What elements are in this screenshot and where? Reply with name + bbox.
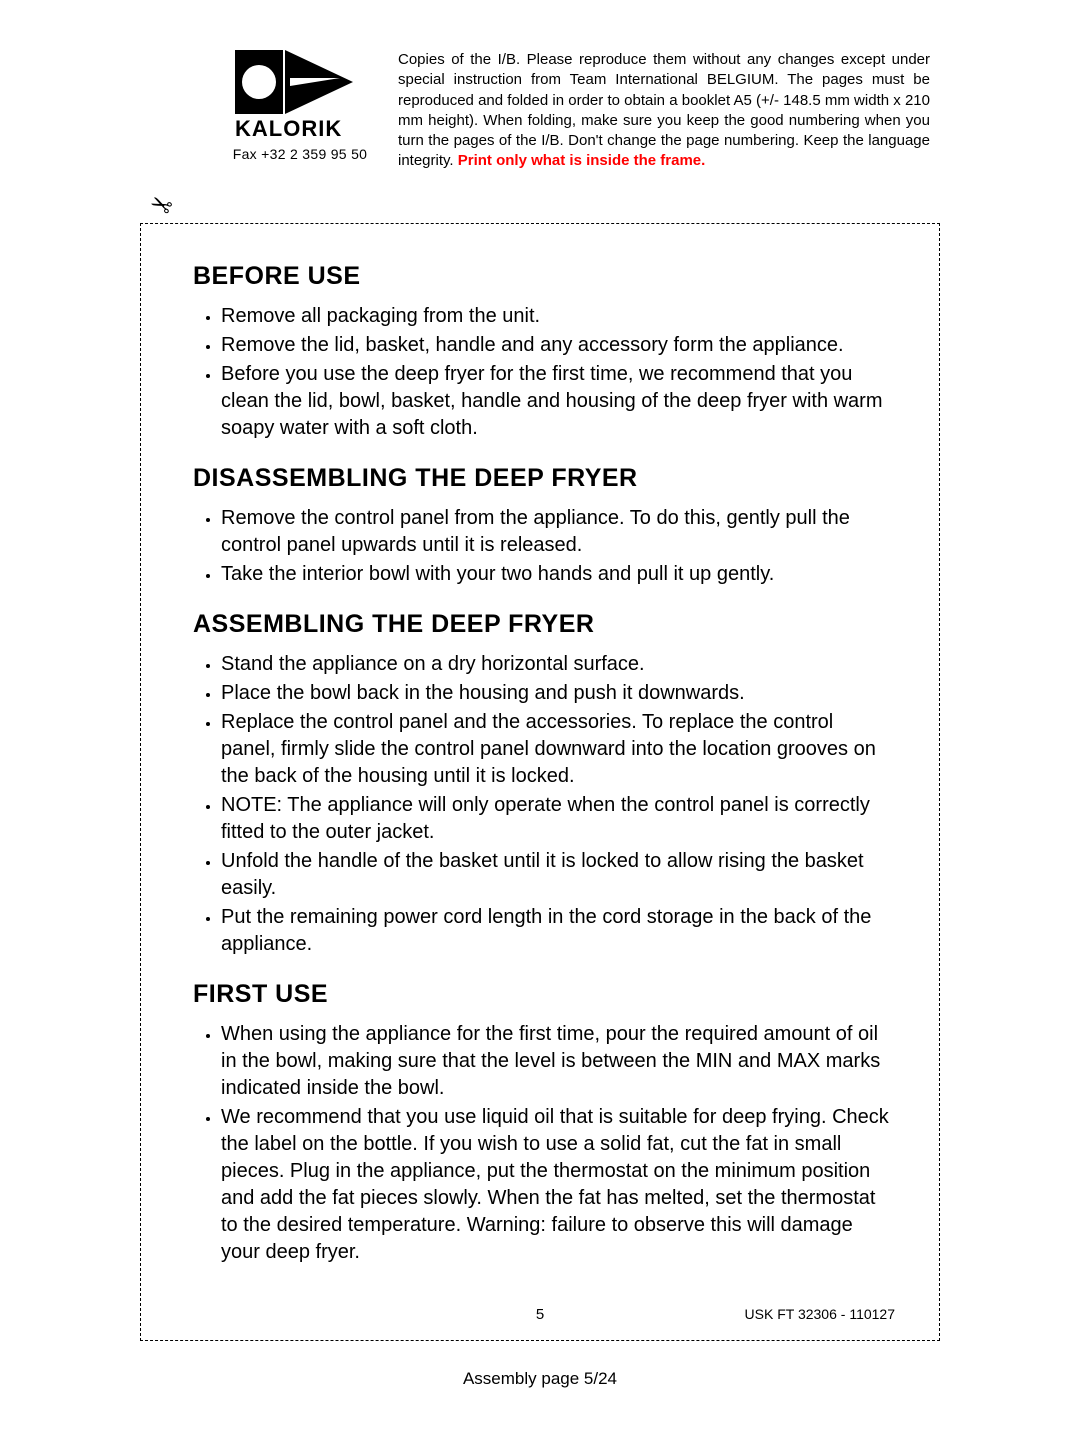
sections-container: BEFORE USE Remove all packaging from the … [193, 262, 903, 1266]
header-instructions-red: Print only what is inside the frame. [458, 152, 706, 169]
list-item: Unfold the handle of the basket until it… [221, 848, 903, 902]
fax-text: Fax +32 2 359 95 50 [220, 146, 380, 162]
document-page: KALORIK Fax +32 2 359 95 50 Copies of th… [0, 0, 1080, 1429]
list-item: When using the appliance for the first t… [221, 1021, 903, 1102]
list-item: Remove the lid, basket, handle and any a… [221, 332, 903, 359]
assembly-page-label: Assembly page 5/24 [120, 1369, 960, 1389]
page-header: KALORIK Fax +32 2 359 95 50 Copies of th… [220, 50, 930, 172]
section-list: Stand the appliance on a dry horizontal … [193, 651, 903, 958]
list-item: Before you use the deep fryer for the fi… [221, 361, 903, 442]
list-item: Take the interior bowl with your two han… [221, 561, 903, 588]
header-instructions: Copies of the I/B. Please reproduce them… [398, 50, 930, 172]
list-item: We recommend that you use liquid oil tha… [221, 1104, 903, 1266]
list-item: Stand the appliance on a dry horizontal … [221, 651, 903, 678]
section-heading: BEFORE USE [193, 262, 903, 291]
page-number: 5 [536, 1306, 544, 1323]
section-heading: ASSEMBLING THE DEEP FRYER [193, 610, 903, 639]
list-item: Replace the control panel and the access… [221, 709, 903, 790]
scissors-icon: ✂ [144, 186, 177, 223]
section-list: Remove all packaging from the unit.Remov… [193, 303, 903, 442]
frame-footer: 5 USK FT 32306 - 110127 [193, 1306, 903, 1322]
list-item: Put the remaining power cord length in t… [221, 904, 903, 958]
list-item: Remove all packaging from the unit. [221, 303, 903, 330]
section-heading: FIRST USE [193, 980, 903, 1009]
section-heading: DISASSEMBLING THE DEEP FRYER [193, 464, 903, 493]
list-item: Remove the control panel from the applia… [221, 505, 903, 559]
logo-column: KALORIK Fax +32 2 359 95 50 [220, 50, 380, 162]
doc-ref: USK FT 32306 - 110127 [745, 1306, 895, 1322]
kalorik-logo: KALORIK [235, 50, 365, 140]
svg-text:KALORIK: KALORIK [235, 116, 342, 140]
section-list: When using the appliance for the first t… [193, 1021, 903, 1266]
list-item: NOTE: The appliance will only operate wh… [221, 792, 903, 846]
list-item: Place the bowl back in the housing and p… [221, 680, 903, 707]
content-frame: BEFORE USE Remove all packaging from the … [140, 223, 940, 1341]
section-list: Remove the control panel from the applia… [193, 505, 903, 588]
